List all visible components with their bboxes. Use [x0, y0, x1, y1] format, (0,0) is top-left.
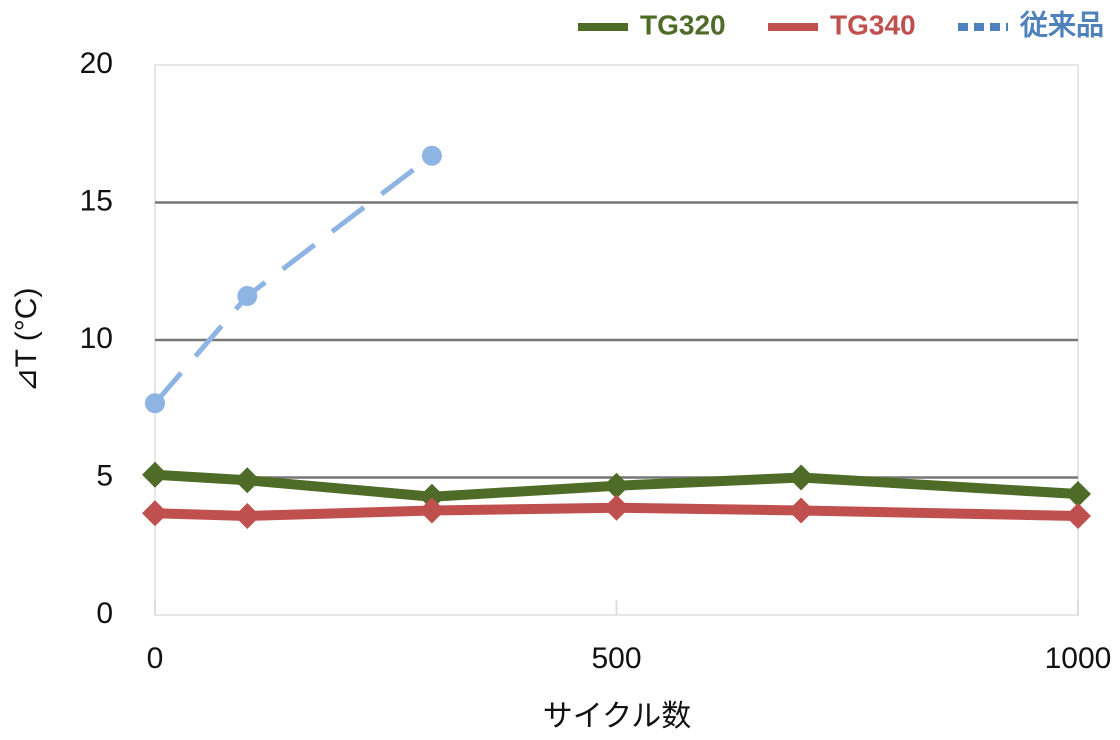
y-tick-label: 20 [80, 47, 113, 80]
y-tick-label: 15 [80, 184, 113, 217]
point [1065, 481, 1091, 507]
point [603, 494, 630, 521]
y-tick-label: 10 [80, 322, 113, 355]
point [142, 461, 168, 488]
point [234, 503, 261, 529]
series-line [154, 502, 1079, 521]
point [788, 497, 815, 524]
point [145, 393, 165, 414]
y-axis-label: ⊿T (°C) [10, 288, 43, 393]
point [418, 497, 445, 524]
point [237, 286, 258, 306]
x-tick-label: 500 [591, 642, 641, 675]
legend-label: TG320 [640, 9, 726, 40]
point [418, 483, 445, 510]
x-tick-label: 0 [147, 642, 164, 675]
point [421, 145, 442, 166]
legend-label: 従来品 [1019, 9, 1104, 40]
legend-label: TG340 [830, 9, 916, 40]
point [142, 500, 168, 527]
point [788, 464, 815, 491]
point [234, 467, 261, 494]
x-axis-label: サイクル数 [543, 700, 692, 733]
point [603, 472, 630, 499]
x-tick-label: 1000 [1045, 642, 1112, 675]
series-line [153, 153, 434, 405]
point [1065, 503, 1091, 529]
series-line [154, 469, 1079, 502]
y-tick-label: 0 [96, 597, 113, 630]
y-tick-label: 5 [96, 459, 113, 492]
